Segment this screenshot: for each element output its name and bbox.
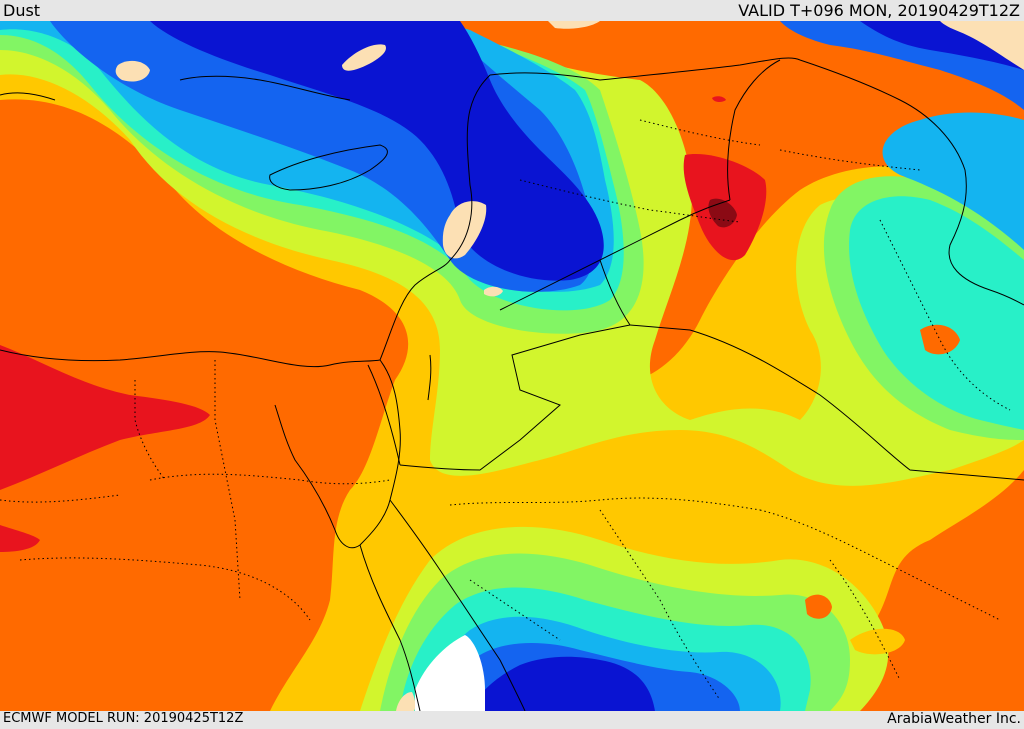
field-dark-blue-south xyxy=(470,656,655,711)
field-sky-blue-east xyxy=(882,112,1024,250)
land-patch-ne xyxy=(940,21,1024,70)
dust-map xyxy=(0,21,1024,711)
map-title: Dust xyxy=(3,1,41,20)
land-patch-cyprus xyxy=(442,201,487,259)
land-patch-crete xyxy=(342,44,386,71)
land-patch-small xyxy=(484,286,503,297)
field-orange-patch-e xyxy=(920,324,960,355)
field-red-west-small xyxy=(0,525,40,552)
field-turquoise-east xyxy=(849,196,1024,430)
land-patch-nw xyxy=(548,21,600,29)
field-red-dot xyxy=(712,96,726,103)
borders xyxy=(367,59,1024,481)
field-red-west xyxy=(0,345,210,490)
field-orange-patch-se xyxy=(805,594,832,619)
header-bar: Dust VALID T+096 MON, 20190429T12Z xyxy=(0,0,1024,21)
valid-time-label: VALID T+096 MON, 20190429T12Z xyxy=(738,1,1020,20)
field-darkest-red xyxy=(708,198,737,228)
coastlines xyxy=(0,57,1024,711)
internal-boundaries xyxy=(0,119,1011,701)
credit-label: ArabiaWeather Inc. xyxy=(887,711,1021,727)
field-amber-patch-e xyxy=(850,628,905,655)
model-run-label: ECMWF MODEL RUN: 20190425T12Z xyxy=(3,711,244,726)
no-data-area xyxy=(415,635,485,711)
field-dark-blue xyxy=(150,21,604,281)
footer-bar: ECMWF MODEL RUN: 20190425T12Z ArabiaWeat… xyxy=(0,711,1024,729)
land-patch-south xyxy=(396,692,416,711)
land-patch-aegean xyxy=(115,60,150,82)
